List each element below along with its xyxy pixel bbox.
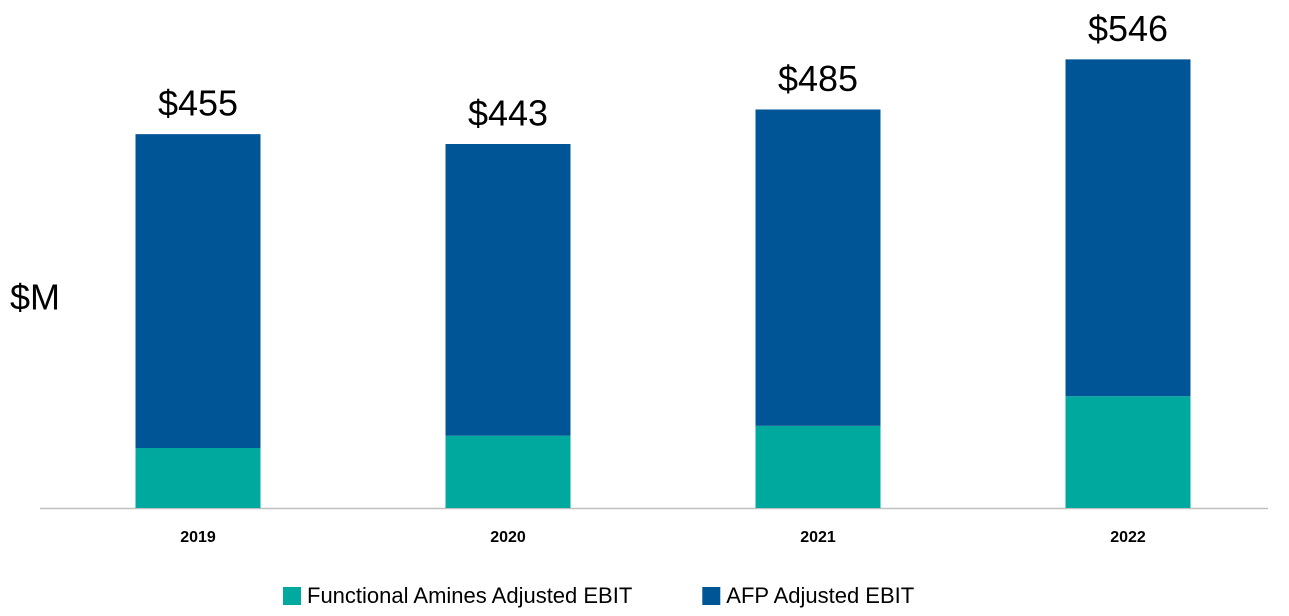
bar-segment (445, 435, 571, 508)
bar-segment (1065, 396, 1191, 508)
total-label: $546 (1088, 8, 1168, 49)
x-tick-label: 2019 (180, 529, 216, 546)
bar-segment (445, 144, 571, 436)
legend-swatch (283, 587, 301, 605)
legend-label: Functional Amines Adjusted EBIT (307, 583, 632, 608)
total-label: $455 (158, 83, 238, 124)
bar-segment (135, 448, 261, 508)
bar-segment (135, 134, 261, 449)
legend-swatch (702, 587, 721, 605)
legend-label: AFP Adjusted EBIT (726, 583, 914, 608)
bar-segment (755, 109, 881, 426)
total-label: $443 (468, 93, 548, 134)
x-tick-label: 2022 (1110, 529, 1146, 546)
x-tick-label: 2020 (490, 529, 526, 546)
total-label: $485 (778, 58, 858, 99)
bar-segment (755, 425, 881, 508)
y-axis-label: $M (10, 277, 60, 318)
bar-segment (1065, 59, 1191, 397)
x-tick-label: 2021 (800, 529, 836, 546)
